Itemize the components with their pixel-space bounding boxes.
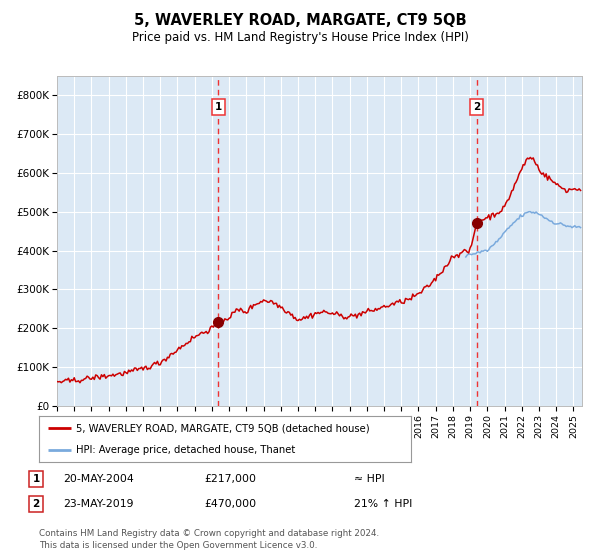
Text: HPI: Average price, detached house, Thanet: HPI: Average price, detached house, Than… — [76, 445, 295, 455]
Text: £470,000: £470,000 — [204, 499, 256, 509]
Text: Price paid vs. HM Land Registry's House Price Index (HPI): Price paid vs. HM Land Registry's House … — [131, 31, 469, 44]
Text: 1: 1 — [215, 102, 222, 112]
Text: 5, WAVERLEY ROAD, MARGATE, CT9 5QB (detached house): 5, WAVERLEY ROAD, MARGATE, CT9 5QB (deta… — [76, 423, 370, 433]
Text: 23-MAY-2019: 23-MAY-2019 — [63, 499, 133, 509]
Text: 1: 1 — [32, 474, 40, 484]
Text: 2: 2 — [32, 499, 40, 509]
Text: £217,000: £217,000 — [204, 474, 256, 484]
Text: 5, WAVERLEY ROAD, MARGATE, CT9 5QB: 5, WAVERLEY ROAD, MARGATE, CT9 5QB — [134, 13, 466, 29]
Text: Contains HM Land Registry data © Crown copyright and database right 2024.
This d: Contains HM Land Registry data © Crown c… — [39, 529, 379, 550]
Text: 21% ↑ HPI: 21% ↑ HPI — [354, 499, 412, 509]
Text: 20-MAY-2004: 20-MAY-2004 — [63, 474, 134, 484]
Text: ≈ HPI: ≈ HPI — [354, 474, 385, 484]
Text: 2: 2 — [473, 102, 480, 112]
